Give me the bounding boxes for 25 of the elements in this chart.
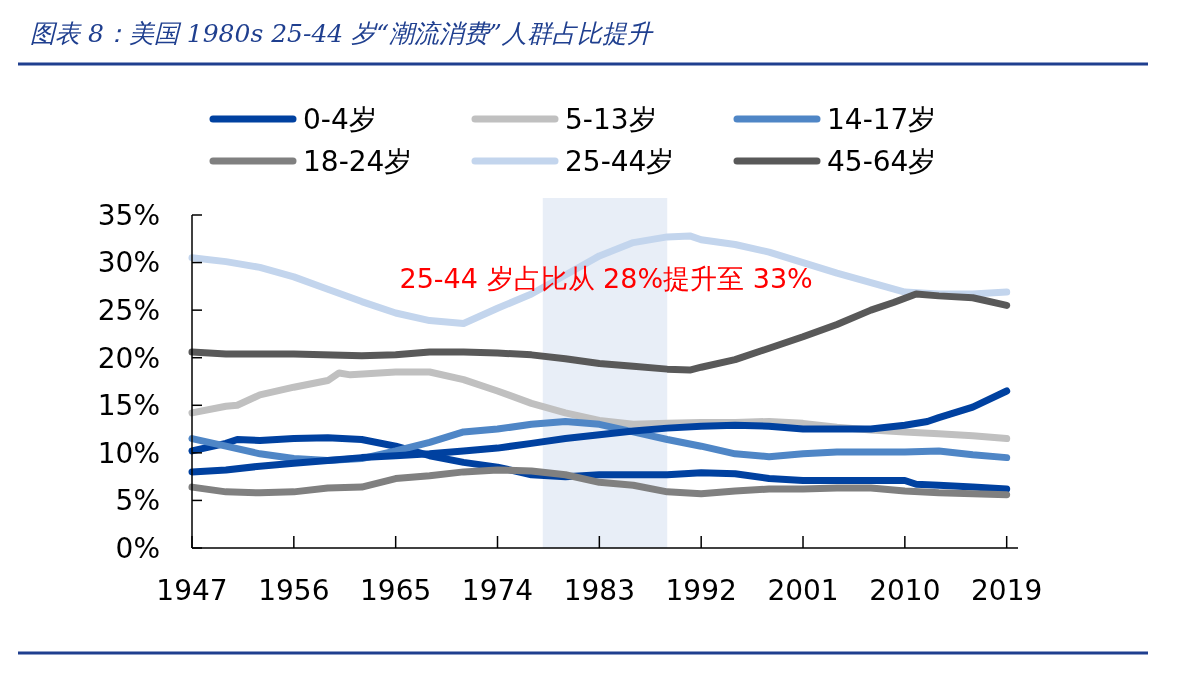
y-tick-label: 10% bbox=[97, 436, 160, 470]
x-tick-label: 1965 bbox=[360, 574, 432, 607]
legend-label: 18-24岁 bbox=[303, 144, 413, 178]
y-tick-label: 35% bbox=[97, 198, 160, 232]
annotation: 25-44 岁占比从 28%提升至 33% bbox=[399, 263, 813, 295]
x-tick-label: 1992 bbox=[665, 574, 737, 607]
x-tick-label: 2001 bbox=[767, 574, 839, 607]
x-tick-label: 2010 bbox=[869, 574, 941, 607]
x-tick-label: 1983 bbox=[563, 574, 635, 607]
x-tick-label: 2019 bbox=[971, 574, 1043, 607]
y-tick-label: 30% bbox=[97, 246, 160, 280]
x-tick-label: 1956 bbox=[258, 574, 330, 607]
y-tick-label: 25% bbox=[97, 293, 160, 327]
legend-label: 45-64岁 bbox=[827, 144, 937, 178]
x-tick-label: 1947 bbox=[156, 574, 228, 607]
y-tick-label: 15% bbox=[97, 389, 160, 423]
legend-label: 5-13岁 bbox=[565, 102, 657, 136]
y-tick-label: 20% bbox=[97, 341, 160, 375]
y-tick-label: 5% bbox=[115, 484, 160, 518]
chart-title: 图表 8：美国 1980s 25-44 岁“潮流消费”人群占比提升 bbox=[30, 19, 654, 48]
legend-label: 0-4岁 bbox=[303, 102, 377, 136]
legend-label: 14-17岁 bbox=[827, 102, 937, 136]
x-tick-label: 1974 bbox=[461, 574, 534, 607]
legend-label: 25-44岁 bbox=[565, 144, 675, 178]
y-tick-label: 0% bbox=[115, 531, 160, 565]
